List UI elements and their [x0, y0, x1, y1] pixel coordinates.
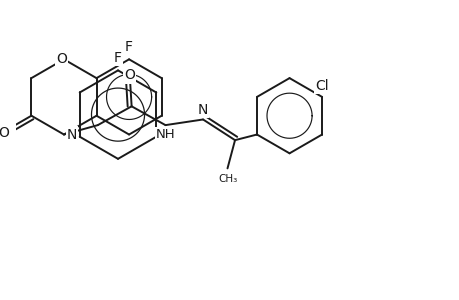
- Text: Cl: Cl: [314, 79, 328, 93]
- Text: O: O: [56, 52, 67, 66]
- Text: O: O: [124, 68, 135, 83]
- Text: F: F: [114, 51, 122, 65]
- Text: N: N: [197, 103, 208, 117]
- Text: F: F: [125, 40, 133, 54]
- Text: O: O: [0, 126, 9, 140]
- Text: N: N: [67, 128, 77, 142]
- Text: CH₃: CH₃: [218, 174, 237, 184]
- Text: NH: NH: [155, 128, 175, 141]
